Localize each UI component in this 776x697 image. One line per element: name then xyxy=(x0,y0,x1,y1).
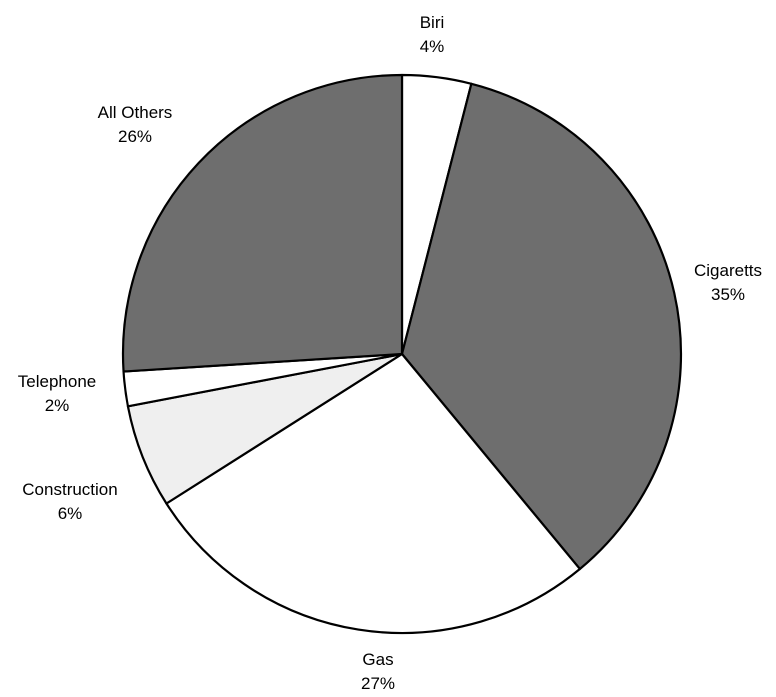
pie-slice-gas xyxy=(165,352,581,635)
pie-slice-cigaretts xyxy=(400,82,683,571)
pie-labels: Biri 4% Cigaretts 35% Gas 27% Construction 6% Te… xyxy=(18,13,762,693)
slice-percent-telephone: 2% xyxy=(45,396,70,415)
slice-percent-all-others: 26% xyxy=(118,127,152,146)
slice-label-telephone: Telephone xyxy=(18,372,96,391)
pie-slice-all-others xyxy=(121,73,404,373)
pie-slices xyxy=(121,73,683,635)
slice-label-all-others: All Others xyxy=(98,103,173,122)
slice-percent-cigaretts: 35% xyxy=(711,285,745,304)
slice-percent-construction: 6% xyxy=(58,504,83,523)
slice-label-gas: Gas xyxy=(362,650,393,669)
slice-label-cigaretts: Cigaretts xyxy=(694,261,762,280)
slice-percent-biri: 4% xyxy=(420,37,445,56)
slice-label-construction: Construction xyxy=(22,480,117,499)
slice-label-biri: Biri xyxy=(420,13,445,32)
slice-percent-gas: 27% xyxy=(361,674,395,693)
